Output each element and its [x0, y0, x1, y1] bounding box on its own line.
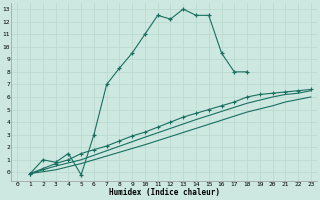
X-axis label: Humidex (Indice chaleur): Humidex (Indice chaleur) — [108, 188, 220, 197]
